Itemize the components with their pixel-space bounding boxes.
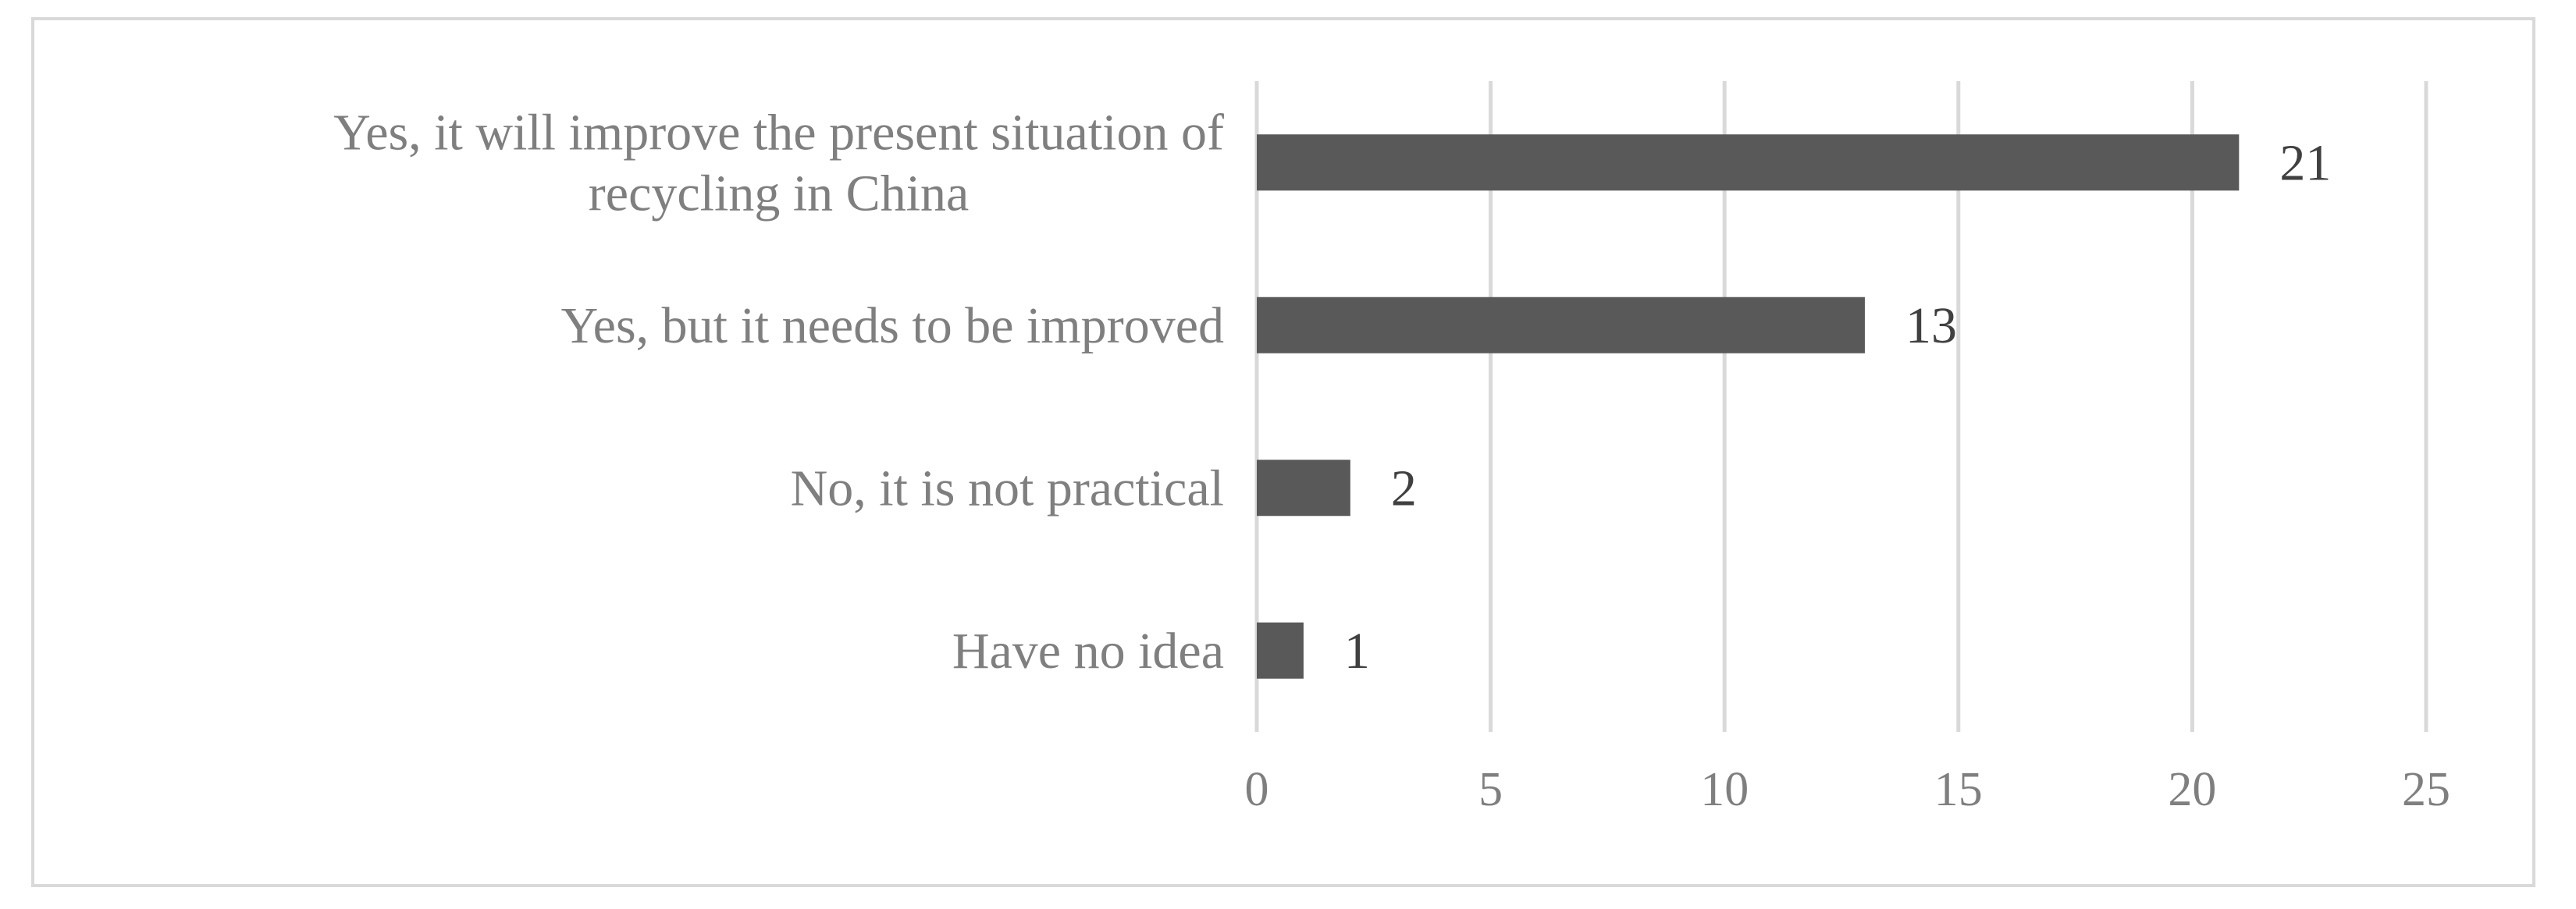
data-label: 21 bbox=[2279, 134, 2331, 191]
data-label: 1 bbox=[1344, 623, 1370, 680]
x-tick-label: 20 bbox=[2168, 763, 2216, 816]
chart-area: Yes, it will improve the present situati… bbox=[31, 17, 2535, 887]
horizontal-bar-chart: Yes, it will improve the present situati… bbox=[333, 81, 2451, 816]
bar bbox=[1257, 622, 1304, 679]
x-tick-label: 25 bbox=[2402, 763, 2450, 816]
data-label: 13 bbox=[1905, 297, 1957, 354]
bar bbox=[1257, 460, 1350, 517]
category-label: Yes, but it needs to be improved bbox=[561, 297, 1224, 354]
category-label: Have no idea bbox=[952, 623, 1224, 680]
bars bbox=[1257, 134, 2240, 679]
x-tick-label: 5 bbox=[1478, 763, 1503, 816]
x-tick-label: 0 bbox=[1245, 763, 1269, 816]
category-label: Yes, it will improve the present situati… bbox=[333, 104, 1224, 161]
category-label: No, it is not practical bbox=[791, 460, 1224, 517]
x-axis-tick-labels: 0 5 10 15 20 25 bbox=[1245, 763, 2451, 816]
category-labels: Yes, it will improve the present situati… bbox=[333, 104, 1224, 680]
x-tick-label: 10 bbox=[1700, 763, 1749, 816]
x-tick-label: 15 bbox=[1934, 763, 1983, 816]
category-label: recycling in China bbox=[589, 165, 970, 222]
data-label: 2 bbox=[1391, 460, 1417, 517]
bar bbox=[1257, 134, 2240, 191]
bar bbox=[1257, 296, 1865, 353]
